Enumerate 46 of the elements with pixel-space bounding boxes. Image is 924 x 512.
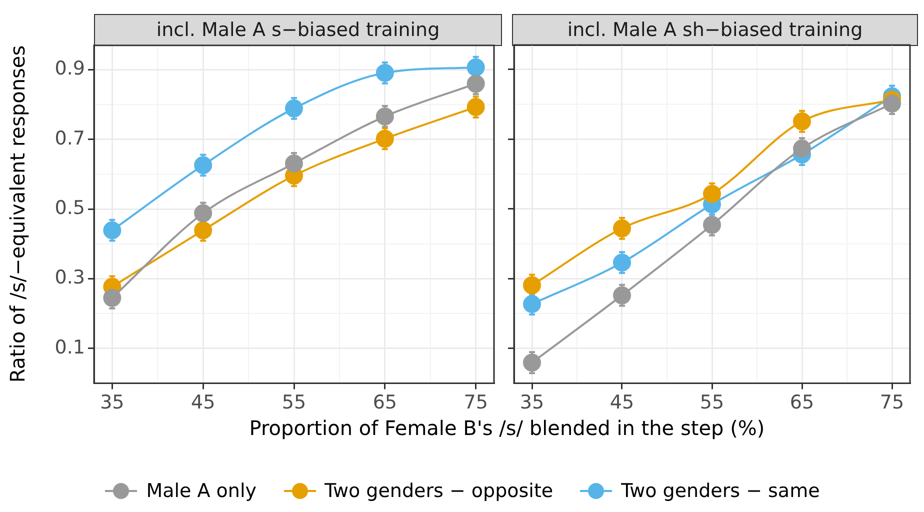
x-tick-label: 45 bbox=[610, 392, 634, 414]
legend-label: Two genders − opposite bbox=[324, 480, 554, 502]
y-tick-label: 0.1 bbox=[54, 336, 85, 358]
x-tick-label: 55 bbox=[700, 392, 724, 414]
x-axis-title: Proportion of Female B's /s/ blended in the step (%) bbox=[248, 416, 766, 440]
point bbox=[194, 221, 212, 240]
point bbox=[523, 354, 541, 372]
x-tick-label: 75 bbox=[880, 392, 904, 414]
point bbox=[793, 140, 811, 158]
x-tick-label: 65 bbox=[372, 392, 398, 414]
point bbox=[466, 58, 485, 76]
point bbox=[285, 99, 303, 118]
y-tick-label: 0.9 bbox=[54, 58, 85, 80]
legend-label: Two genders − same bbox=[621, 480, 820, 502]
point bbox=[703, 216, 721, 234]
point bbox=[103, 221, 122, 240]
y-tick-label: 0.3 bbox=[54, 266, 85, 289]
y-axis-title: Ratio of /s/−equivalent responses bbox=[6, 45, 30, 383]
point bbox=[613, 254, 631, 272]
x-tick-label: 35 bbox=[520, 392, 544, 414]
x-tick-label: 65 bbox=[790, 392, 814, 414]
point bbox=[376, 107, 394, 126]
point bbox=[523, 295, 541, 314]
point bbox=[194, 204, 212, 222]
y-tick-label: 0.7 bbox=[54, 127, 85, 150]
point bbox=[703, 184, 721, 203]
point bbox=[194, 156, 212, 174]
chart-title: incl. Male A s−biased training bbox=[94, 14, 502, 46]
point bbox=[376, 130, 394, 148]
point bbox=[883, 94, 901, 113]
point bbox=[103, 288, 122, 307]
point bbox=[376, 64, 394, 82]
y-tick-label: 0.5 bbox=[54, 197, 85, 220]
x-tick-label: 35 bbox=[100, 392, 124, 414]
point bbox=[285, 154, 303, 172]
point bbox=[613, 286, 631, 304]
point bbox=[613, 219, 631, 238]
point bbox=[466, 98, 485, 116]
point bbox=[523, 276, 541, 294]
legend-label: Male A only bbox=[146, 480, 256, 502]
x-tick-label: 45 bbox=[190, 392, 216, 414]
point bbox=[793, 112, 811, 130]
point bbox=[466, 74, 485, 93]
x-tick-label: 55 bbox=[282, 392, 306, 414]
x-tick-label: 75 bbox=[464, 392, 488, 414]
chart-title: incl. Male A sh−biased training bbox=[512, 14, 918, 46]
